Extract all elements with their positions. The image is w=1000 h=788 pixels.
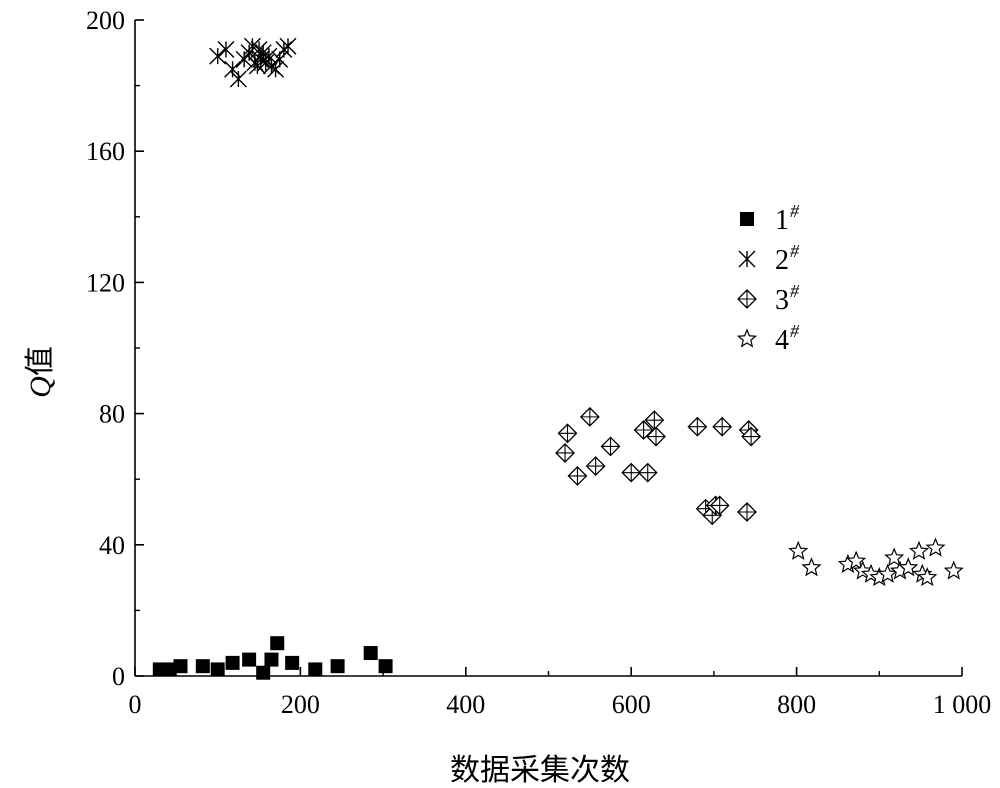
y-tick-label: 40: [99, 531, 125, 560]
point-series-1: [225, 655, 240, 670]
point-series-3: [579, 406, 600, 427]
x-tick-label: 200: [281, 690, 320, 719]
point-series-1: [173, 659, 188, 674]
point-series-3: [737, 502, 757, 522]
legend: 1# 2# 3# 4#: [736, 201, 800, 356]
point-series-4: [917, 567, 938, 587]
legend-label-4: 4#: [775, 321, 800, 356]
point-series-1: [285, 655, 300, 670]
point-series-1: [162, 662, 177, 677]
point-series-3: [741, 426, 762, 447]
point-series-3: [646, 426, 666, 447]
point-series-3: [712, 416, 733, 437]
point-series-4: [846, 550, 867, 570]
y-tick-label: 160: [86, 137, 125, 166]
point-series-3: [621, 462, 642, 483]
point-series-1: [242, 652, 257, 667]
x-tick-label: 0: [129, 690, 142, 719]
svg-text:Q值: Q值: [24, 346, 57, 398]
point-series-2: [260, 47, 278, 65]
axes: 0 40 80 120 160 200 0 200 400 600 800 1 000: [86, 6, 991, 719]
point-series-4: [943, 560, 964, 580]
point-series-4: [788, 540, 809, 560]
point-series-3: [633, 420, 654, 440]
legend-marker-1: [740, 212, 754, 226]
point-series-4: [884, 547, 905, 567]
point-series-3: [709, 495, 730, 516]
point-series-1: [363, 646, 378, 661]
point-series-1: [378, 659, 393, 674]
legend-label-3: 3#: [775, 281, 800, 316]
point-series-3: [555, 443, 575, 463]
legend-label-2: 2#: [775, 241, 800, 276]
y-tick-label: 120: [86, 268, 125, 297]
x-tick-label: 600: [612, 690, 651, 719]
y-tick-label: 0: [112, 662, 125, 691]
point-series-2: [217, 41, 235, 59]
point-series-4: [877, 563, 898, 583]
point-series-3: [585, 456, 606, 476]
point-series-4: [908, 540, 930, 560]
point-series-3: [557, 423, 578, 444]
x-tick-label: 800: [777, 690, 816, 719]
point-series-1: [264, 652, 279, 667]
point-series-4: [898, 557, 919, 577]
point-series-4: [801, 557, 822, 577]
y-tick-label: 80: [99, 400, 125, 429]
y-axis-title-suffix: 值: [24, 346, 57, 376]
y-axis-title-symbol: Q: [24, 376, 57, 398]
point-series-1: [210, 662, 225, 677]
point-series-4: [925, 537, 946, 557]
legend-marker-3: [737, 289, 757, 309]
x-axis-title: 数据采集次数: [450, 754, 630, 787]
point-series-1: [256, 665, 271, 680]
point-series-2: [229, 70, 247, 88]
x-tick-label: 400: [446, 690, 485, 719]
point-series-1: [270, 636, 285, 651]
x-tick-label: 1 000: [933, 690, 992, 719]
point-series-1: [195, 659, 210, 674]
y-axis-title: Q值: [24, 346, 57, 398]
point-series-3: [687, 416, 708, 437]
legend-marker-2: [738, 250, 756, 268]
point-series-2: [209, 47, 227, 65]
point-series-1: [308, 662, 323, 677]
point-series-3: [637, 462, 658, 483]
point-series-3: [600, 436, 621, 457]
point-series-2: [279, 37, 297, 55]
point-series-3: [567, 466, 588, 486]
legend-marker-4: [736, 328, 758, 348]
data-points: [152, 37, 964, 680]
y-tick-label: 200: [86, 6, 125, 35]
legend-label-1: 1#: [775, 201, 800, 236]
point-series-1: [330, 659, 345, 674]
